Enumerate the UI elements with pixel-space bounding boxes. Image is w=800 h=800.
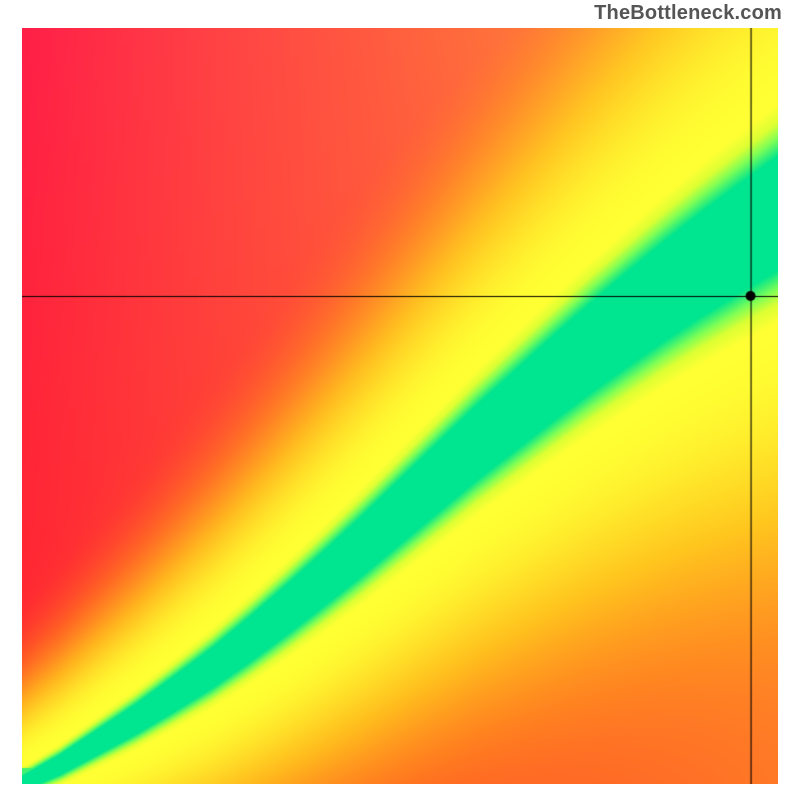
chart-container: TheBottleneck.com [0,0,800,800]
watermark-text: TheBottleneck.com [594,2,782,25]
bottleneck-heatmap [22,28,778,784]
